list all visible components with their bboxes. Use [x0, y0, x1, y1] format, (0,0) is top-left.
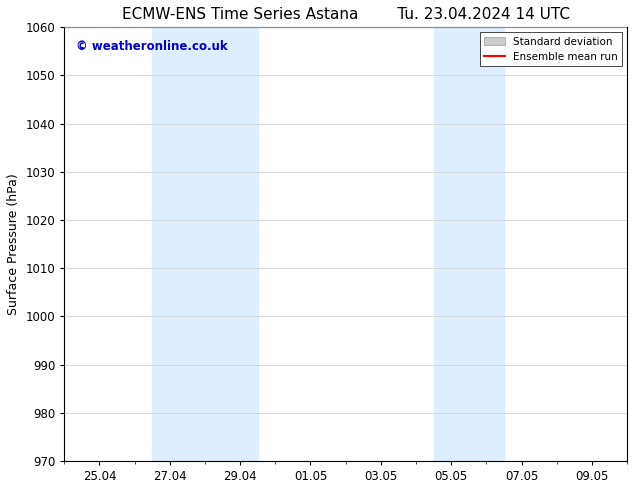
Bar: [434, 27, 504, 461]
Legend: Standard deviation, Ensemble mean run: Standard deviation, Ensemble mean run: [479, 32, 622, 66]
Text: © weatheronline.co.uk: © weatheronline.co.uk: [75, 40, 227, 53]
Bar: [152, 27, 258, 461]
Y-axis label: Surface Pressure (hPa): Surface Pressure (hPa): [7, 173, 20, 315]
Title: ECMW-ENS Time Series Astana        Tu. 23.04.2024 14 UTC: ECMW-ENS Time Series Astana Tu. 23.04.20…: [122, 7, 570, 22]
